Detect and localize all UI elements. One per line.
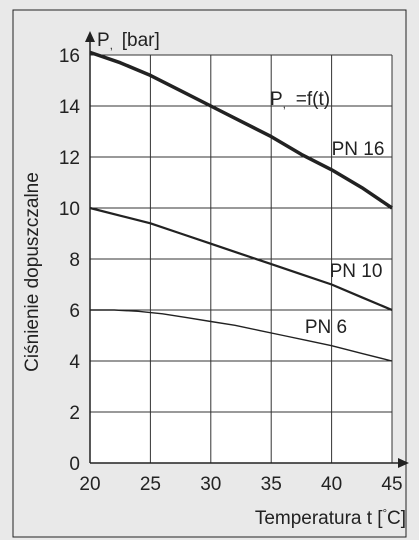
series-line-pn-16	[89, 50, 393, 210]
y-tick-label-2: 2	[69, 403, 80, 424]
labels: 20 25 30 35 40 45 0 2 4 6 8 10 12 14 16 PN 16 PN 10 PN 6 P…	[22, 30, 406, 529]
x-tick-label-25: 25	[140, 474, 161, 495]
axes	[85, 31, 409, 468]
series-label-pn-6: PN 6	[305, 317, 347, 338]
grid	[90, 54, 393, 463]
y-tick-label-14: 14	[59, 97, 81, 118]
series-line-pn-10	[89, 206, 393, 312]
y-tick-label-6: 6	[69, 301, 80, 322]
x-tick-label-30: 30	[200, 474, 221, 495]
y-tick-label-0: 0	[69, 454, 80, 475]
y-tick-label-8: 8	[69, 250, 80, 271]
y-axis-side-label: Ciśnienie dopuszczalne	[22, 172, 43, 372]
formula-annotation: P, =f(t)	[270, 89, 330, 111]
x-tick-label-20: 20	[79, 474, 100, 495]
series-lines	[89, 50, 393, 362]
x-axis-label: Temperatura t [°C]	[255, 508, 406, 529]
chart-frame	[12, 9, 407, 538]
x-tick-label-35: 35	[261, 474, 282, 495]
series-label-pn-16: PN 16	[332, 139, 385, 160]
series-label-pn-10: PN 10	[330, 261, 383, 282]
x-axis-arrow	[398, 458, 409, 468]
x-tick-label-45: 45	[381, 474, 402, 495]
y-axis-unit-label: P, [bar]	[97, 30, 160, 52]
y-tick-label-4: 4	[69, 352, 80, 373]
y-tick-label-16: 16	[59, 46, 80, 67]
y-axis-arrow	[85, 31, 95, 42]
y-tick-label-10: 10	[59, 199, 80, 220]
x-tick-label-40: 40	[321, 474, 342, 495]
series-line-pn-6	[90, 309, 393, 362]
y-tick-label-12: 12	[59, 148, 80, 169]
